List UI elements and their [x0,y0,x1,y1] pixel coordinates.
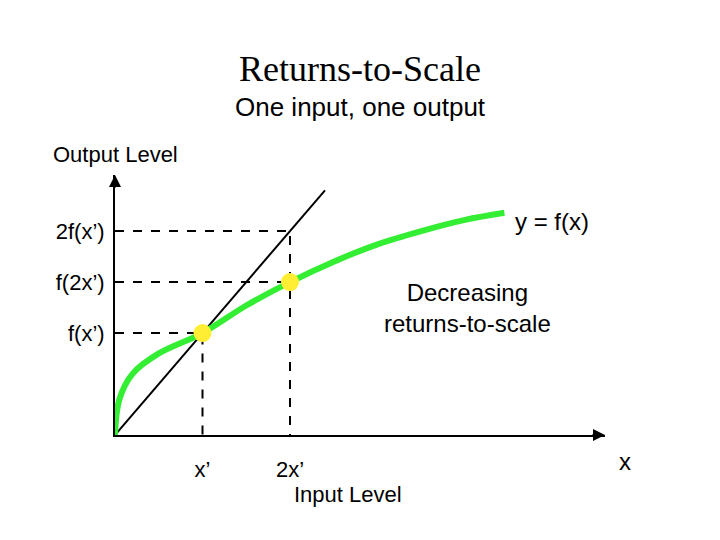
svg-text:2f(x’): 2f(x’) [56,219,105,244]
svg-text:x’: x’ [195,457,211,482]
svg-text:f(2x’): f(2x’) [56,270,105,295]
svg-text:Input Level: Input Level [294,482,402,507]
svg-text:f(x’): f(x’) [68,321,105,346]
svg-text:2x’: 2x’ [276,457,304,482]
svg-text:Decreasingreturns-to-scale: Decreasingreturns-to-scale [384,279,551,337]
svg-text:One input, one output: One input, one output [235,92,486,122]
svg-text:Returns-to-Scale: Returns-to-Scale [239,49,481,89]
svg-text:x: x [619,448,631,475]
svg-text:Output Level: Output Level [53,142,178,167]
svg-text:y = f(x): y = f(x) [515,208,589,235]
